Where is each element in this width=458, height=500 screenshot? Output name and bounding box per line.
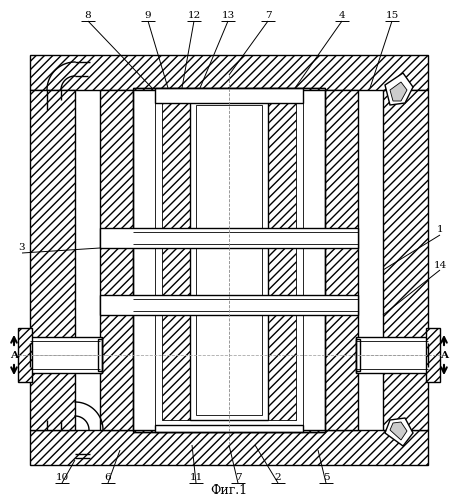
Bar bbox=[196, 105, 262, 415]
Bar bbox=[30, 337, 102, 373]
Text: 15: 15 bbox=[385, 12, 398, 20]
Text: 1: 1 bbox=[436, 226, 443, 234]
Text: 3: 3 bbox=[19, 244, 25, 252]
Bar bbox=[100, 90, 133, 430]
Text: 10: 10 bbox=[55, 474, 69, 482]
Bar bbox=[155, 95, 303, 425]
Bar bbox=[155, 425, 303, 432]
Bar bbox=[100, 295, 358, 315]
Polygon shape bbox=[390, 82, 407, 101]
Text: A: A bbox=[10, 350, 18, 360]
Bar bbox=[30, 90, 75, 430]
Text: 5: 5 bbox=[323, 474, 329, 482]
Bar bbox=[426, 328, 440, 382]
Bar bbox=[190, 100, 268, 420]
Bar bbox=[356, 339, 360, 371]
Bar bbox=[98, 339, 102, 371]
Bar bbox=[325, 90, 358, 430]
Text: 9: 9 bbox=[145, 12, 151, 20]
Bar bbox=[100, 228, 358, 248]
Bar bbox=[162, 100, 190, 420]
Text: 7: 7 bbox=[234, 474, 241, 482]
Bar bbox=[356, 337, 428, 373]
Polygon shape bbox=[390, 422, 407, 440]
Bar bbox=[18, 328, 32, 382]
Text: 13: 13 bbox=[221, 12, 234, 20]
Text: 14: 14 bbox=[433, 260, 447, 270]
Polygon shape bbox=[385, 418, 413, 446]
Bar bbox=[133, 88, 325, 432]
Bar bbox=[155, 88, 303, 103]
Bar bbox=[383, 90, 428, 430]
Text: Фиг.1: Фиг.1 bbox=[210, 484, 248, 496]
Text: 4: 4 bbox=[338, 12, 345, 20]
Text: 7: 7 bbox=[265, 12, 271, 20]
Bar bbox=[30, 55, 428, 90]
Polygon shape bbox=[385, 73, 413, 105]
Bar bbox=[30, 430, 428, 465]
Bar bbox=[268, 100, 296, 420]
Text: 2: 2 bbox=[275, 474, 281, 482]
Text: 11: 11 bbox=[189, 474, 202, 482]
Text: 12: 12 bbox=[187, 12, 201, 20]
Text: A: A bbox=[440, 350, 448, 360]
Text: 6: 6 bbox=[105, 474, 111, 482]
Text: 8: 8 bbox=[85, 12, 91, 20]
